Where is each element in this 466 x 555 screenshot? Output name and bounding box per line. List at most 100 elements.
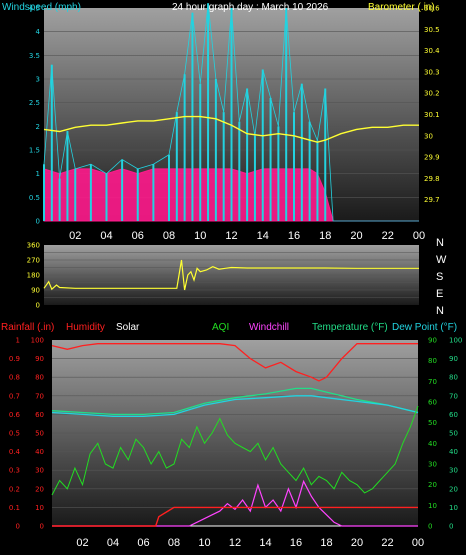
x-tick-label: 02: [69, 230, 81, 242]
barometer-series-line: [43, 115, 419, 143]
x-tick-label: 02: [76, 537, 88, 549]
y-tick-label: 0.5: [9, 430, 20, 438]
humidity-series-line: [51, 343, 418, 382]
y-tick-label: 60: [428, 399, 437, 407]
compass-label: N: [436, 305, 444, 317]
y-tick-label: 60: [35, 411, 44, 419]
x-tick-label: 10: [198, 537, 210, 549]
x-tick-label: 08: [168, 537, 180, 549]
y-tick-label: 10: [35, 504, 44, 512]
y-tick-label: 4: [36, 28, 41, 36]
x-tick-label: 14: [259, 537, 271, 549]
y-tick-label: 40: [449, 448, 458, 456]
y-tick-label: 40: [428, 440, 437, 448]
y-tick-label: 0: [40, 523, 44, 531]
y-tick-label: 90: [428, 337, 437, 345]
y-tick-label: 0: [36, 218, 40, 226]
panel-weather-ticks: 00.10.20.30.40.50.60.70.80.9101020304050…: [9, 337, 463, 550]
x-tick-label: 20: [351, 537, 363, 549]
y-tick-label: 50: [35, 430, 44, 438]
x-tick-label: 18: [319, 230, 331, 242]
compass-label: E: [436, 288, 443, 300]
direction-series-line: [43, 259, 419, 291]
y-tick-label: 0.4: [9, 448, 21, 456]
y-tick-label: 50: [449, 430, 458, 438]
y-tick-label: 70: [428, 378, 437, 386]
y-tick-label: 20: [35, 485, 44, 493]
y-tick-label: 0: [428, 523, 432, 531]
compass-label: N: [436, 237, 444, 249]
y-tick-label: 30: [428, 461, 437, 469]
barometer-axis-label: Barometer (.in): [368, 2, 435, 13]
y-tick-label: 0.8: [9, 374, 20, 382]
x-tick-label: 16: [288, 230, 300, 242]
humidity-label: Humidity: [66, 322, 105, 333]
x-tick-label: 18: [320, 537, 332, 549]
y-tick-label: 0.6: [9, 411, 21, 419]
windspeed-series-line: [43, 3, 419, 222]
panel-weather-series: [51, 343, 419, 527]
rainfall-series-line: [52, 506, 418, 527]
y-tick-label: 0: [36, 302, 40, 310]
y-tick-label: 30: [35, 467, 44, 475]
x-tick-label: 12: [229, 537, 241, 549]
y-tick-label: 30.6: [424, 5, 440, 13]
temperature-series-line: [51, 387, 419, 416]
y-tick-label: 3: [36, 76, 40, 84]
panel-direction-grid: [44, 252, 419, 298]
y-tick-label: 0.1: [9, 504, 20, 512]
aqi-series-line: [51, 405, 419, 496]
y-tick-label: 70: [449, 392, 458, 400]
x-tick-label: 22: [381, 537, 393, 549]
x-tick-label: 00: [412, 537, 424, 549]
y-tick-label: 90: [35, 355, 44, 363]
y-tick-label: 4.5: [29, 5, 40, 13]
panel-wind-ticks: 0 0.5 1 1.5 2 2.5 3 3.5 4 4.5 29.7 29.8 29.9 30 30.1 30…: [29, 5, 440, 243]
y-tick-label: 30.5: [424, 26, 440, 34]
y-tick-label: 30: [449, 467, 458, 475]
y-tick-label: 100: [449, 337, 462, 345]
y-tick-label: 0: [449, 523, 453, 531]
y-tick-label: 360: [27, 242, 40, 250]
y-tick-label: 80: [35, 374, 44, 382]
x-tick-label: 20: [350, 230, 362, 242]
y-tick-label: 20: [449, 485, 458, 493]
y-tick-label: 29.8: [424, 175, 440, 183]
x-tick-label: 06: [132, 230, 144, 242]
y-tick-label: 1: [16, 337, 20, 345]
y-tick-label: 0.2: [9, 485, 20, 493]
x-tick-label: 10: [194, 230, 206, 242]
x-tick-label: 00: [413, 230, 425, 242]
y-tick-label: 10: [428, 502, 437, 510]
y-tick-label: 0.3: [9, 467, 20, 475]
x-tick-label: 08: [163, 230, 175, 242]
y-tick-label: 29.7: [424, 196, 440, 204]
dewpoint-series-line: [51, 395, 419, 417]
y-tick-label: 1: [36, 170, 40, 178]
panel-wind-series: [43, 3, 419, 222]
y-tick-label: 30.2: [424, 90, 440, 98]
y-tick-label: 2: [36, 123, 40, 131]
windspeed-axis-label: Windspeed (mph): [2, 2, 81, 13]
x-tick-label: 16: [290, 537, 302, 549]
y-tick-label: 270: [27, 257, 40, 265]
panel-direction-series: [43, 259, 419, 291]
y-tick-label: 30.3: [424, 68, 440, 76]
aqi-label: AQI: [212, 322, 229, 333]
y-tick-label: 30.1: [424, 111, 440, 119]
y-tick-label: 1.5: [29, 147, 40, 155]
x-tick-label: 12: [225, 230, 237, 242]
y-tick-label: 3.5: [29, 52, 40, 60]
y-tick-label: 40: [35, 448, 44, 456]
y-tick-label: 100: [31, 337, 44, 345]
x-tick-label: 22: [382, 230, 394, 242]
solar-label: Solar: [116, 322, 140, 333]
y-tick-label: 20: [428, 481, 437, 489]
y-tick-label: 60: [449, 411, 458, 419]
y-tick-label: 0.5: [29, 194, 40, 202]
y-tick-label: 10: [449, 504, 458, 512]
y-tick-label: 50: [428, 419, 437, 427]
compass-label: S: [436, 271, 443, 283]
x-tick-label: 04: [107, 537, 119, 549]
